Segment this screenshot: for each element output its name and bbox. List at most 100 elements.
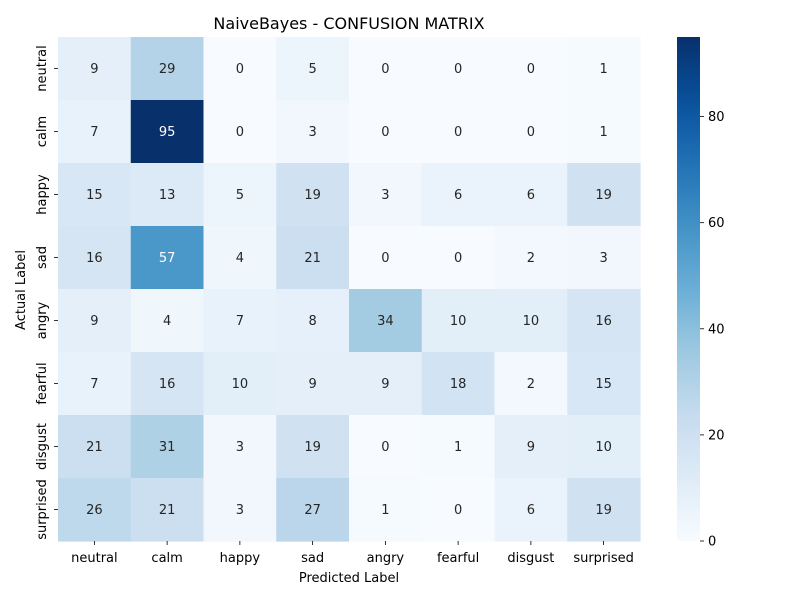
heatmap-cell	[421, 100, 496, 164]
cell-value-label: 1	[454, 440, 462, 455]
y-tick-label: sad	[35, 246, 50, 269]
heatmap-cell	[203, 37, 277, 101]
cell-value-label: 0	[236, 62, 244, 77]
heatmap-cell	[276, 163, 350, 227]
cell-value-label: 0	[381, 251, 389, 266]
heatmap-cell	[349, 415, 423, 479]
heatmap-cell	[203, 415, 277, 479]
heatmap-cell	[349, 226, 423, 290]
cell-value-label: 9	[308, 377, 316, 392]
x-tick-label: fearful	[437, 551, 479, 566]
cell-value-label: 16	[86, 251, 103, 266]
cell-value-label: 29	[159, 62, 176, 77]
x-tick-label: surprised	[573, 551, 634, 566]
cell-value-label: 0	[454, 251, 462, 266]
heatmap-cell	[421, 289, 496, 353]
heatmap-cells	[58, 37, 641, 542]
heatmap-cell	[349, 289, 423, 353]
heatmap-cell	[276, 226, 350, 290]
y-axis-ticks: neutral calm happy sad angry fearful disgust su…	[35, 45, 58, 540]
chart-title: NaiveBayes - CONFUSION MATRIX	[213, 14, 484, 33]
cell-value-label: 21	[159, 503, 176, 518]
heatmap-cell	[349, 37, 423, 101]
cell-value-label: 10	[595, 440, 612, 455]
cell-value-label: 7	[90, 125, 98, 140]
cell-value-label: 0	[454, 62, 462, 77]
heatmap-cell	[58, 163, 132, 227]
cell-value-label: 18	[450, 377, 467, 392]
cell-value-label: 31	[159, 440, 176, 455]
x-tick-label: neutral	[71, 551, 118, 566]
heatmap-cell	[130, 163, 205, 227]
cell-value-label: 26	[86, 503, 103, 518]
cell-value-label: 34	[377, 314, 394, 329]
cell-value-label: 19	[595, 188, 612, 203]
heatmap-cell	[58, 289, 132, 353]
heatmap-cell	[494, 352, 568, 416]
y-tick-label: fearful	[35, 362, 50, 404]
cell-value-label: 10	[523, 314, 540, 329]
heatmap-cell	[58, 478, 132, 542]
heatmap-cell	[58, 226, 132, 290]
heatmap-cell	[421, 352, 496, 416]
heatmap-cell	[494, 415, 568, 479]
cell-value-label: 16	[159, 377, 176, 392]
heatmap-cell	[567, 289, 641, 353]
heatmap-cell	[276, 415, 350, 479]
heatmap-cell	[421, 415, 496, 479]
cell-value-label: 0	[381, 62, 389, 77]
heatmap-cell	[421, 478, 496, 542]
x-axis-label: Predicted Label	[299, 571, 399, 586]
cell-value-label: 9	[381, 377, 389, 392]
cell-value-label: 7	[90, 377, 98, 392]
heatmap-cell	[567, 100, 641, 164]
x-tick-label: sad	[301, 551, 324, 566]
cell-value-label: 9	[90, 314, 98, 329]
heatmap-cell	[130, 352, 205, 416]
heatmap-cell	[130, 289, 205, 353]
cell-value-label: 4	[236, 251, 244, 266]
cell-value-label: 5	[236, 188, 244, 203]
y-tick-label: surprised	[35, 479, 50, 540]
heatmap-cell	[58, 37, 132, 101]
heatmap-cell	[421, 226, 496, 290]
heatmap-cell	[349, 163, 423, 227]
cell-value-label: 95	[159, 125, 176, 140]
x-tick-label: angry	[367, 551, 405, 566]
heatmap-cell	[494, 478, 568, 542]
cell-value-label: 2	[527, 377, 535, 392]
colorbar-tick-label: 20	[708, 428, 725, 443]
x-tick-label: disgust	[507, 551, 554, 566]
cell-value-label: 3	[236, 503, 244, 518]
y-tick-label: happy	[35, 174, 50, 215]
cell-value-label: 27	[304, 503, 321, 518]
heatmap-cell	[130, 226, 205, 290]
colorbar-ticks: 0 20 40 60 80	[700, 110, 725, 550]
y-tick-label: neutral	[35, 45, 50, 92]
cell-value-label: 3	[308, 125, 316, 140]
cell-value-label: 1	[599, 62, 607, 77]
cell-value-label: 4	[163, 314, 171, 329]
x-axis-ticks: neutral calm happy sad angry fearful disgust su…	[71, 541, 634, 566]
heatmap-cell	[567, 163, 641, 227]
cell-value-label: 3	[381, 188, 389, 203]
heatmap-cell	[276, 478, 350, 542]
heatmap-cell	[58, 352, 132, 416]
cell-value-label: 15	[595, 377, 612, 392]
heatmap-cell	[567, 415, 641, 479]
heatmap-cell	[349, 478, 423, 542]
heatmap-cell	[567, 37, 641, 101]
cell-value-label: 21	[304, 251, 321, 266]
cell-value-label: 19	[304, 440, 321, 455]
heatmap-cell	[130, 478, 205, 542]
cell-value-label: 0	[381, 125, 389, 140]
cell-value-label: 19	[595, 503, 612, 518]
cell-value-label: 3	[599, 251, 607, 266]
y-tick-label: angry	[35, 301, 50, 339]
cell-value-label: 6	[527, 503, 535, 518]
heatmap-cell	[421, 163, 496, 227]
y-tick-label: disgust	[35, 423, 50, 470]
heatmap-cell	[203, 289, 277, 353]
heatmap-cell	[567, 226, 641, 290]
